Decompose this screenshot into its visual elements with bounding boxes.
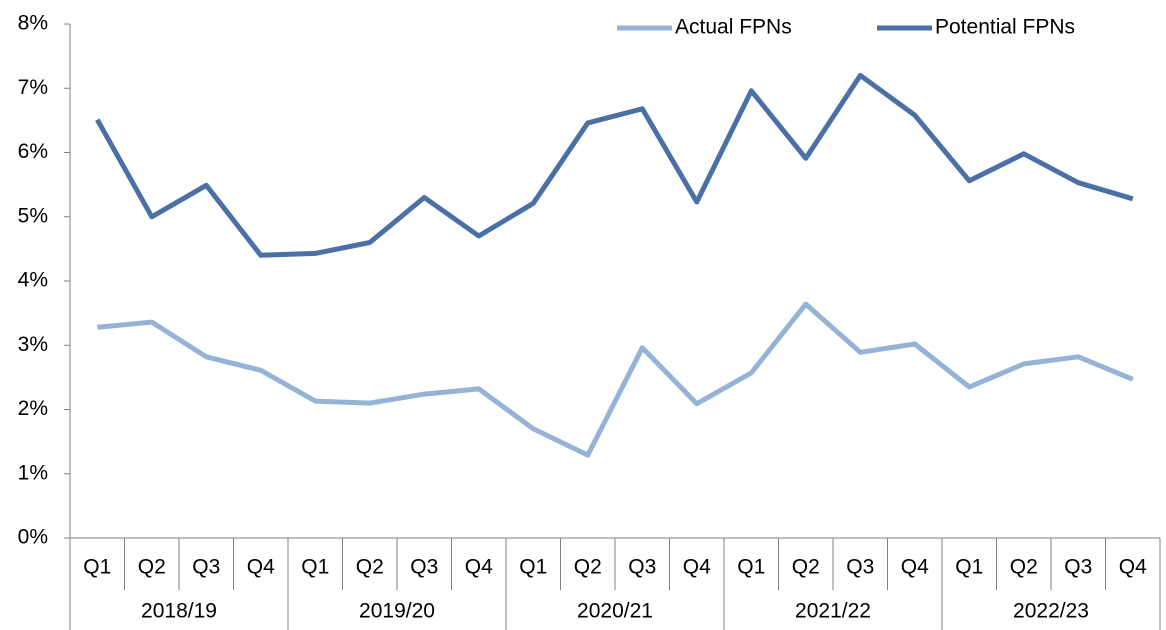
x-tick-label: Q1 xyxy=(955,556,983,579)
x-tick-label: Q3 xyxy=(846,556,874,579)
x-tick-label: Q3 xyxy=(410,556,438,579)
x-tick-label: Q2 xyxy=(138,556,166,579)
y-tick-label: 4% xyxy=(18,269,48,292)
legend-label: Potential FPNs xyxy=(935,16,1075,39)
x-group-label: 2020/21 xyxy=(577,600,653,623)
series-line xyxy=(95,72,1134,258)
x-tick-label: Q1 xyxy=(737,556,765,579)
y-tick-label: 0% xyxy=(18,526,48,549)
x-tick-label: Q1 xyxy=(519,556,547,579)
x-tick-label: Q2 xyxy=(356,556,384,579)
y-tick-label: 3% xyxy=(18,333,48,356)
x-tick-label: Q1 xyxy=(83,556,111,579)
x-tick-label: Q4 xyxy=(1119,556,1147,579)
y-tick-label: 1% xyxy=(18,461,48,484)
y-tick-label: 8% xyxy=(18,12,48,35)
x-tick-label: Q2 xyxy=(792,556,820,579)
x-tick-label: Q2 xyxy=(1010,556,1038,579)
y-tick-label: 6% xyxy=(18,140,48,163)
x-group-label: 2018/19 xyxy=(141,600,217,623)
x-tick-label: Q4 xyxy=(683,556,711,579)
legend-label: Actual FPNs xyxy=(675,16,792,39)
x-tick-label: Q4 xyxy=(901,556,929,579)
y-tick-label: 5% xyxy=(18,204,48,227)
x-group-label: 2019/20 xyxy=(359,600,435,623)
x-tick-label: Q3 xyxy=(192,556,220,579)
x-tick-label: Q2 xyxy=(574,556,602,579)
y-tick-label: 7% xyxy=(18,76,48,99)
x-tick-label: Q3 xyxy=(628,556,656,579)
x-tick-label: Q4 xyxy=(247,556,275,579)
x-tick-label: Q4 xyxy=(465,556,493,579)
series-line xyxy=(97,301,1134,458)
x-tick-label: Q1 xyxy=(301,556,329,579)
y-tick-label: 2% xyxy=(18,397,48,420)
x-tick-label: Q3 xyxy=(1064,556,1092,579)
x-group-label: 2022/23 xyxy=(1013,600,1089,623)
x-group-label: 2021/22 xyxy=(795,600,871,623)
